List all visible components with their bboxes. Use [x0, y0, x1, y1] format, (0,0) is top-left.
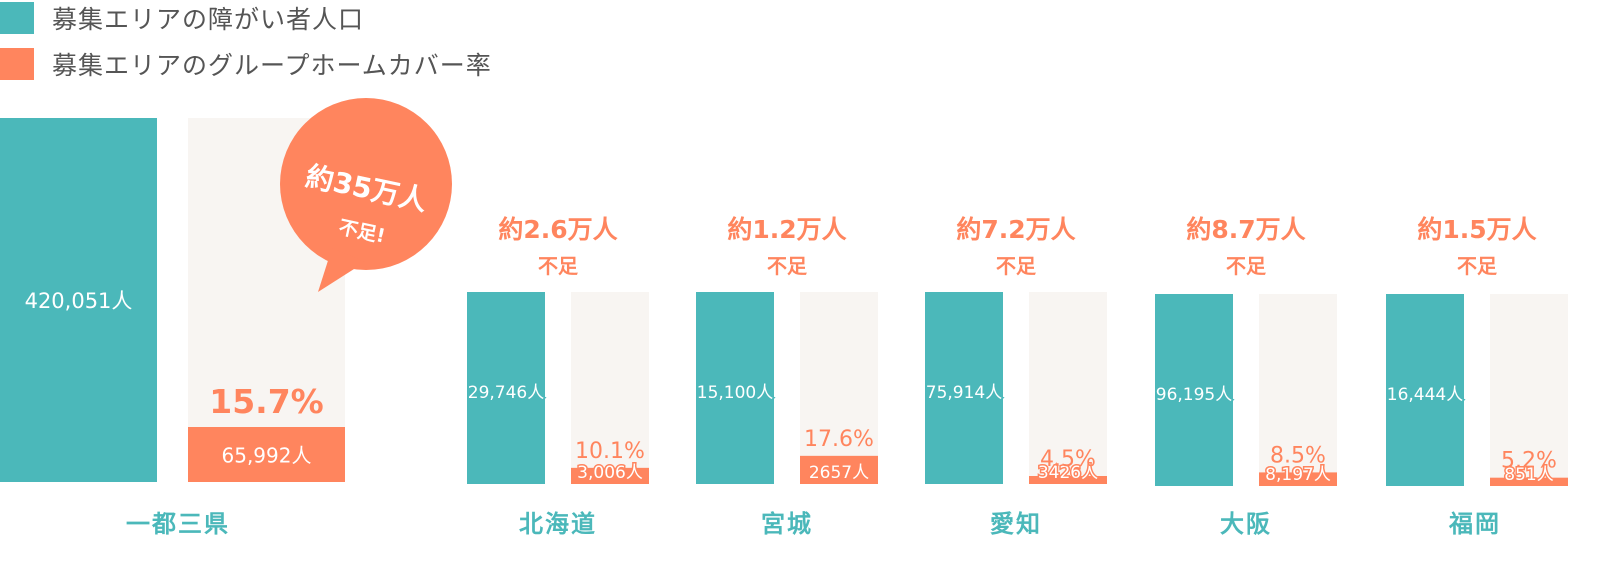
category-label-g3: 愛知: [990, 510, 1042, 538]
shortage-amount-g3: 約7.2万人: [956, 215, 1075, 244]
shortage-note-g1: 不足: [538, 254, 579, 278]
population-bar-g1: [467, 292, 545, 484]
coverage-track-g1: [571, 292, 649, 484]
coverage-value-label-g1: 3,006人: [577, 463, 643, 483]
shortage-amount-g5: 約1.5万人: [1417, 215, 1536, 244]
population-value-label-g3: 75,914人: [926, 383, 1002, 403]
coverage-track-g4: [1259, 294, 1337, 486]
coverage-track-g5: [1490, 294, 1568, 486]
category-label-g0: 一都三県: [126, 510, 230, 538]
population-value-label-g2: 15,100人: [697, 383, 773, 403]
population-value-label-g5: 16,444人: [1387, 385, 1463, 405]
coverage-track-g3: [1029, 292, 1107, 484]
coverage-track-g2: [800, 292, 878, 484]
coverage-bar-g1: [571, 467, 649, 484]
coverage-percent-label-g0: 15.7%: [209, 382, 324, 421]
shortage-note-g2: 不足: [767, 254, 808, 278]
coverage-bar-g4: [1259, 472, 1337, 486]
population-bar-g0: [0, 118, 157, 482]
population-bar-g2: [696, 292, 774, 484]
category-label-g1: 北海道: [519, 510, 597, 538]
population-value-label-g0: 420,051人: [25, 289, 133, 313]
category-label-g4: 大阪: [1220, 510, 1272, 538]
coverage-percent-label-g5: 5.2%: [1501, 449, 1557, 474]
legend-label-coverage: 募集エリアのグループホームカバー率: [52, 51, 492, 80]
coverage-value-label-g2: 2657人: [809, 463, 869, 483]
legend-item-coverage: 募集エリアのグループホームカバー率: [0, 46, 492, 82]
legend-swatch-coverage: [0, 48, 34, 80]
shortage-amount-g1: 約2.6万人: [498, 215, 617, 244]
coverage-value-label-g3: 3426人: [1038, 463, 1098, 483]
coverage-bar-g0: [188, 427, 345, 482]
coverage-percent-label-g1: 10.1%: [575, 439, 645, 464]
shortage-note-g4: 不足: [1226, 254, 1267, 278]
population-bar-g3: [925, 292, 1003, 484]
shortage-note-g5: 不足: [1457, 254, 1498, 278]
category-label-g5: 福岡: [1448, 510, 1501, 538]
coverage-value-label-g4: 8,197人: [1265, 465, 1331, 485]
coverage-percent-label-g3: 4.5%: [1040, 447, 1096, 472]
shortage-bubble-g0: [280, 98, 452, 270]
coverage-value-label-g5: 851人: [1504, 465, 1553, 485]
coverage-bar-g5: [1490, 477, 1568, 486]
coverage-bar-g2: [800, 455, 878, 484]
legend-item-population: 募集エリアの障がい者人口: [0, 0, 364, 36]
coverage-bar-g3: [1029, 476, 1107, 484]
coverage-percent-label-g2: 17.6%: [804, 427, 874, 452]
legend-label-population: 募集エリアの障がい者人口: [52, 5, 365, 34]
shortage-note-g3: 不足: [996, 254, 1037, 278]
coverage-percent-label-g4: 8.5%: [1270, 443, 1326, 468]
category-label-g2: 宮城: [761, 510, 813, 538]
shortage-amount-g2: 約1.2万人: [727, 215, 846, 244]
population-value-label-g1: 29,746人: [468, 383, 544, 403]
shortage-bubble-tail-g0: [318, 248, 365, 292]
population-value-label-g4: 96,195人: [1156, 385, 1232, 405]
legend-swatch-population: [0, 2, 34, 34]
coverage-value-label-g0: 65,992人: [222, 444, 312, 468]
shortage-amount-g4: 約8.7万人: [1186, 215, 1305, 244]
population-bar-g4: [1155, 294, 1233, 486]
population-bar-g5: [1386, 294, 1464, 486]
